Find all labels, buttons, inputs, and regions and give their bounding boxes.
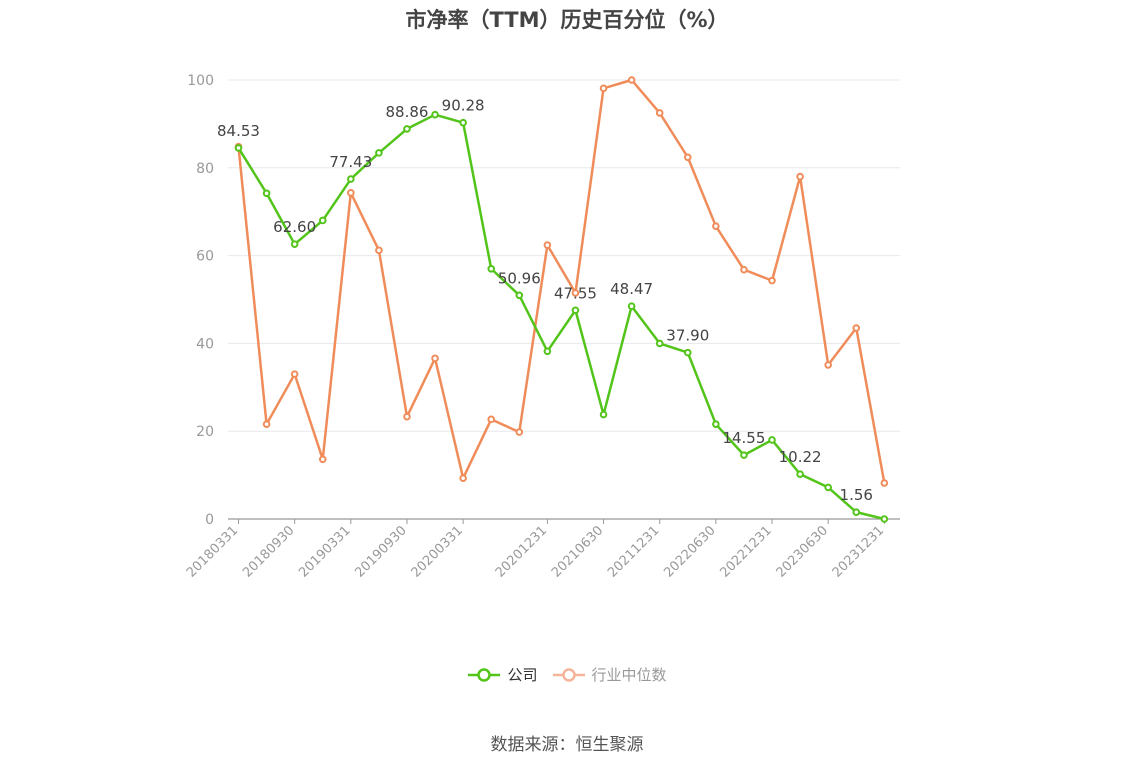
- x-tick-label: 20190331: [296, 523, 353, 580]
- data-point: [571, 306, 580, 315]
- data-point: [599, 410, 608, 419]
- data-point: [712, 420, 720, 428]
- data-point: [487, 415, 496, 424]
- x-tick-label: 20180930: [240, 523, 297, 580]
- data-point: [852, 508, 861, 516]
- legend-company-marker-icon: [468, 667, 501, 682]
- axis-layer: 0 20 40 60 80 100 2018033120180930201903312019…: [184, 73, 900, 581]
- y-tick-label: 20: [196, 424, 214, 440]
- legend-industry-marker-icon: [552, 667, 585, 682]
- data-point: [318, 216, 327, 225]
- x-tick-label: 20231231: [830, 523, 887, 580]
- data-point: [655, 339, 664, 348]
- data-point: [403, 125, 411, 133]
- data-point: [796, 470, 804, 478]
- data-label: 14.55: [722, 429, 765, 447]
- x-tick-label: 20200331: [409, 523, 466, 580]
- data-point: [543, 241, 552, 249]
- data-label: 48.47: [610, 280, 653, 298]
- data-point: [403, 412, 411, 421]
- data-point: [824, 361, 832, 369]
- data-point: [347, 175, 355, 183]
- data-label: 1.56: [840, 486, 873, 504]
- data-point: [543, 347, 552, 356]
- data-label: 37.90: [666, 327, 709, 345]
- grid-layer: [228, 79, 900, 432]
- x-tick-label: 20220630: [661, 523, 718, 580]
- series-layer: [234, 76, 889, 523]
- x-tick-label: 20230630: [774, 523, 831, 580]
- data-point: [655, 109, 664, 117]
- data-point: [627, 76, 636, 84]
- y-tick-label: 100: [187, 73, 214, 89]
- chart-title: 市净率（TTM）历史百分位（%）: [405, 8, 729, 32]
- data-label: 84.53: [217, 122, 260, 140]
- data-point: [515, 291, 524, 300]
- data-point: [262, 420, 271, 428]
- data-point: [712, 222, 720, 230]
- data-point: [262, 189, 271, 198]
- x-tick-label: 20201231: [493, 523, 550, 580]
- data-point: [740, 451, 748, 459]
- data-label: 50.96: [498, 269, 541, 287]
- data-point: [375, 149, 383, 157]
- data-label: 90.28: [442, 97, 485, 115]
- data-point: [234, 144, 243, 152]
- data-point: [599, 84, 608, 93]
- source-note: 数据来源：恒生聚源: [490, 735, 644, 755]
- data-point: [459, 474, 467, 482]
- data-point: [824, 483, 832, 492]
- data-point: [347, 189, 355, 197]
- series-line: [237, 113, 885, 521]
- legend-industry-label: 行业中位数: [591, 666, 667, 684]
- data-point: [571, 289, 580, 297]
- y-tick-label: 40: [196, 336, 214, 352]
- data-point: [318, 455, 327, 464]
- data-point: [880, 479, 889, 487]
- legend-item-company[interactable]: 公司: [467, 664, 538, 685]
- data-label: 62.60: [273, 218, 316, 236]
- data-point: [431, 354, 439, 363]
- data-point: [880, 515, 889, 523]
- x-tick-label: 20190930: [352, 523, 409, 580]
- data-label: 10.22: [779, 448, 822, 466]
- data-point: [796, 172, 804, 181]
- data-label: 47.55: [554, 284, 597, 302]
- data-point: [740, 265, 748, 274]
- data-point: [683, 153, 692, 162]
- data-point: [431, 110, 439, 119]
- data-label-layer: 84.53 62.60 77.43 88.86 90.28 50.96 47.55 48.47…: [217, 97, 873, 504]
- data-point: [459, 118, 467, 127]
- x-tick-label: 20180331: [184, 523, 241, 580]
- data-point: [683, 348, 692, 357]
- legend: 公司 行业中位数: [0, 664, 1134, 685]
- data-point: [487, 264, 496, 273]
- data-point: [375, 246, 383, 255]
- data-point: [627, 302, 636, 311]
- y-tick-label: 80: [196, 161, 214, 177]
- x-tick-label: 20211231: [605, 523, 662, 580]
- legend-item-industry[interactable]: 行业中位数: [552, 664, 667, 685]
- x-tick-label: 20221231: [717, 523, 774, 580]
- data-point: [290, 370, 299, 378]
- data-point: [852, 324, 861, 332]
- data-point: [290, 240, 299, 248]
- data-point: [768, 436, 776, 444]
- data-point: [768, 276, 776, 285]
- data-point: [515, 428, 524, 436]
- series-line: [237, 78, 886, 484]
- y-tick-label: 60: [196, 249, 214, 265]
- data-label: 88.86: [386, 103, 429, 121]
- legend-company-label: 公司: [507, 666, 538, 684]
- data-label: 77.43: [329, 153, 372, 171]
- y-tick-label: 0: [205, 512, 214, 528]
- x-tick-label: 20210630: [549, 523, 606, 580]
